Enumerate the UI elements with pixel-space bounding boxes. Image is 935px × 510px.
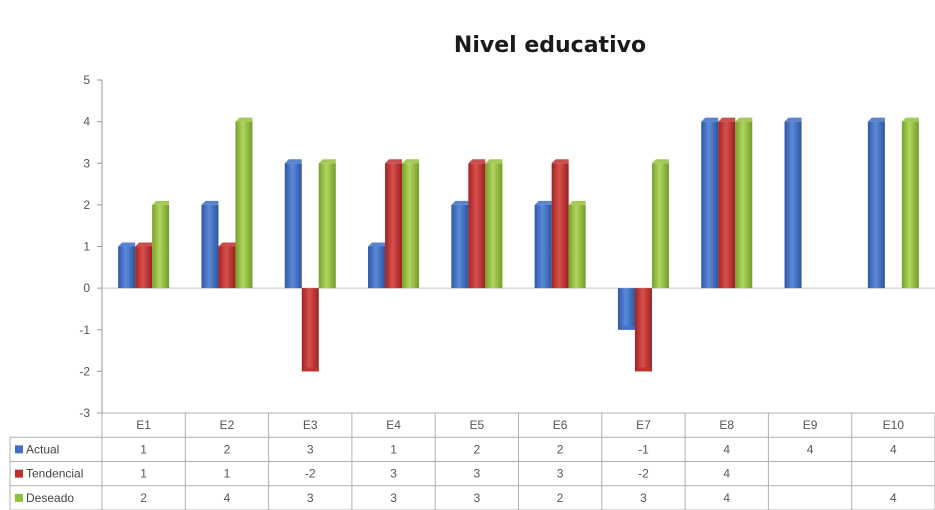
y-tick-label: 5 bbox=[83, 73, 90, 87]
legend-label: Deseado bbox=[26, 491, 74, 505]
bar-tendencial-e8 bbox=[718, 117, 736, 289]
data-label: 3 bbox=[390, 491, 397, 505]
y-tick-label: -3 bbox=[79, 406, 90, 420]
bar-deseado-e4 bbox=[402, 159, 420, 289]
y-tick-label: 0 bbox=[83, 281, 90, 295]
data-label: 2 bbox=[557, 442, 564, 456]
bar-actual-e6 bbox=[534, 200, 552, 289]
bar-tendencial-e3 bbox=[301, 288, 319, 372]
data-label: -1 bbox=[638, 442, 649, 456]
data-label: 4 bbox=[224, 491, 231, 505]
data-label: 4 bbox=[723, 442, 730, 456]
legend-key bbox=[15, 469, 23, 478]
bar-actual-e3 bbox=[284, 159, 302, 289]
data-label: 4 bbox=[723, 467, 730, 481]
bar-actual-e9 bbox=[784, 117, 802, 289]
bar-deseado-e3 bbox=[318, 159, 336, 289]
data-label: 3 bbox=[557, 467, 564, 481]
bar-actual-e2 bbox=[201, 200, 219, 289]
data-label: 4 bbox=[723, 491, 730, 505]
legend-label: Actual bbox=[26, 442, 59, 456]
data-label: 3 bbox=[474, 467, 481, 481]
y-tick-label: -2 bbox=[79, 364, 90, 378]
bar-actual-e4 bbox=[368, 242, 386, 289]
bar-deseado-e1 bbox=[152, 200, 170, 289]
x-tick-label: E4 bbox=[386, 418, 401, 432]
data-label: 4 bbox=[807, 442, 814, 456]
x-tick-label: E10 bbox=[883, 418, 905, 432]
y-tick-label: 1 bbox=[83, 240, 90, 254]
bar-tendencial-e7 bbox=[634, 288, 652, 372]
data-label: 3 bbox=[474, 491, 481, 505]
legend-key bbox=[15, 493, 23, 502]
data-label: 1 bbox=[140, 442, 147, 456]
bar-tendencial-e4 bbox=[385, 159, 403, 289]
data-label: 2 bbox=[140, 491, 147, 505]
y-tick-label: -1 bbox=[79, 323, 90, 337]
bar-actual-e7 bbox=[617, 288, 635, 330]
data-label: 4 bbox=[890, 491, 897, 505]
data-label: 2 bbox=[224, 442, 231, 456]
data-label: 2 bbox=[474, 442, 481, 456]
chart-title: Nivel educativo bbox=[454, 33, 646, 58]
bar-actual-e5 bbox=[451, 200, 469, 289]
data-label: 3 bbox=[307, 491, 314, 505]
x-tick-label: E8 bbox=[719, 418, 734, 432]
data-table: E1 E2 E3 E4 E5 E6 E7 E8 E9 E10 Actual 1 2 3 1 2 2 -1 4 4 4 Te… bbox=[9, 412, 935, 510]
bar-deseado-e6 bbox=[568, 200, 586, 289]
bar-deseado-e2 bbox=[235, 117, 253, 289]
legend-key bbox=[15, 445, 23, 454]
bar-deseado-e5 bbox=[485, 159, 503, 289]
bar-deseado-e8 bbox=[735, 117, 753, 289]
x-tick-label: E5 bbox=[470, 418, 485, 432]
legend-label: Tendencial bbox=[26, 467, 83, 481]
data-label: 1 bbox=[140, 467, 147, 481]
y-tick-label: 2 bbox=[83, 198, 90, 212]
x-tick-label: E9 bbox=[803, 418, 818, 432]
bar-deseado-e7 bbox=[651, 159, 669, 289]
y-tick-label: 3 bbox=[83, 156, 90, 170]
x-tick-label: E1 bbox=[136, 418, 151, 432]
data-label: 1 bbox=[390, 442, 397, 456]
x-tick-label: E7 bbox=[636, 418, 651, 432]
x-tick-label: E3 bbox=[303, 418, 318, 432]
x-tick-label: E2 bbox=[220, 418, 235, 432]
data-label: 2 bbox=[557, 491, 564, 505]
bar-actual-e8 bbox=[701, 117, 719, 289]
data-label: 3 bbox=[307, 442, 314, 456]
y-tick-label: 4 bbox=[83, 115, 90, 129]
bar-tendencial-e2 bbox=[218, 242, 236, 289]
data-label: 3 bbox=[390, 467, 397, 481]
bar-deseado-e10 bbox=[901, 117, 919, 289]
data-label: -2 bbox=[305, 467, 316, 481]
bar-actual-e1 bbox=[118, 242, 136, 289]
data-label: 1 bbox=[224, 467, 231, 481]
bar-tendencial-e1 bbox=[135, 242, 153, 289]
x-tick-label: E6 bbox=[553, 418, 568, 432]
data-label: 4 bbox=[890, 442, 897, 456]
bars bbox=[118, 117, 919, 372]
bar-actual-e10 bbox=[867, 117, 885, 289]
bar-tendencial-e5 bbox=[468, 159, 486, 289]
data-label: 3 bbox=[640, 491, 647, 505]
data-label: -2 bbox=[638, 467, 649, 481]
bar-tendencial-e6 bbox=[551, 159, 569, 289]
